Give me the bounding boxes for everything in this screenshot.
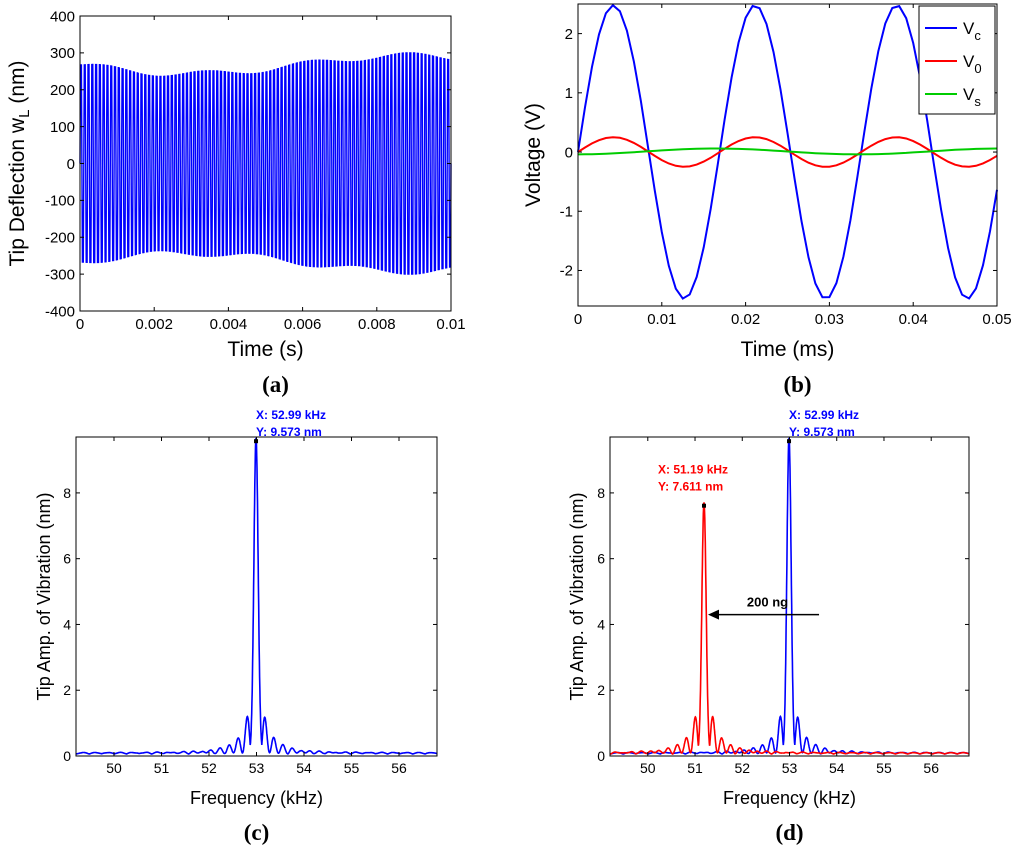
x-tick-label: 0.05 [982, 311, 1011, 328]
x-tick-label: 0 [574, 311, 582, 328]
x-tick-label: 56 [391, 760, 407, 776]
x-tick-label: 54 [296, 760, 312, 776]
y-axis-label: Tip Amp. of Vibration (nm) [34, 492, 54, 700]
legend-label-c: Vc [963, 19, 981, 43]
x-tick-label: 52 [201, 760, 217, 776]
datatip-marker [254, 439, 259, 444]
y-tick-label: 6 [63, 551, 71, 567]
series-line [79, 52, 452, 275]
y-tick-label: 8 [597, 485, 605, 501]
x-tick-label: 0 [76, 316, 84, 333]
y-tick-label: 0 [67, 156, 75, 173]
series-line-s [577, 147, 998, 156]
x-axis-label: Time (ms) [741, 338, 835, 361]
y-tick-label: 100 [50, 119, 75, 136]
shift-arrow-head [708, 609, 720, 620]
y-tick-label: 8 [63, 485, 71, 501]
plot-area [76, 437, 437, 756]
datatip-y: Y: 7.611 nm [658, 480, 723, 494]
series-line-spectrum [75, 437, 438, 755]
x-tick-label: 55 [344, 760, 360, 776]
datatip-marker [702, 503, 707, 508]
y-tick-label: -300 [45, 266, 75, 283]
y-tick-label: 1 [565, 85, 573, 102]
y-tick-label: 0 [597, 748, 605, 764]
y-tick-label: -2 [560, 263, 573, 280]
x-tick-label: 0.01 [647, 311, 676, 328]
panel-label: (c) [244, 820, 270, 845]
x-tick-label: 52 [734, 760, 750, 776]
datatip-x: X: 51.19 kHz [658, 463, 728, 477]
y-tick-label: 4 [597, 616, 605, 632]
y-tick-label: 2 [565, 26, 573, 43]
x-tick-label: 0.004 [210, 316, 248, 333]
y-axis-label: Tip Deflection wL (nm) [6, 60, 33, 266]
y-tick-label: 6 [597, 551, 605, 567]
panel-label: (b) [783, 372, 811, 397]
y-tick-label: 0 [63, 748, 71, 764]
y-axis-label: Tip Amp. of Vibration (nm) [567, 492, 587, 700]
legend-label-s: Vs [963, 85, 981, 109]
x-axis-label: Frequency (kHz) [723, 788, 856, 808]
series-line-c [577, 3, 998, 300]
x-tick-label: 50 [106, 760, 122, 776]
x-tick-label: 50 [640, 760, 656, 776]
x-tick-label: 53 [782, 760, 798, 776]
y-tick-label: -1 [560, 204, 573, 221]
x-axis-label: Frequency (kHz) [190, 788, 323, 808]
x-tick-label: 55 [876, 760, 892, 776]
x-tick-label: 51 [154, 760, 170, 776]
x-tick-label: 0.01 [436, 316, 465, 333]
panel-label: (a) [262, 372, 289, 397]
y-tick-label: 4 [63, 616, 71, 632]
panel-label: (d) [775, 820, 803, 845]
datatip-x: X: 52.99 kHz [789, 408, 859, 422]
y-tick-label: -200 [45, 230, 75, 247]
x-tick-label: 56 [923, 760, 939, 776]
x-tick-label: 0.008 [358, 316, 396, 333]
y-tick-label: 0 [565, 144, 573, 161]
plot-area [610, 437, 969, 756]
chart-b: 0 0.01 0.02 0.03 0.04 0.05 -2 -1 0 1 2 Time (ms) Vol… [522, 3, 1012, 397]
y-tick-label: -100 [45, 193, 75, 210]
x-tick-label: 0.02 [731, 311, 760, 328]
shift-arrow-label: 200 ng [747, 595, 788, 610]
x-tick-label: 0.04 [899, 311, 928, 328]
y-tick-label: -400 [45, 303, 75, 320]
datatip-x: X: 52.99 kHz [256, 408, 326, 422]
x-tick-label: 0.006 [284, 316, 322, 333]
x-tick-label: 51 [687, 760, 703, 776]
y-tick-label: 200 [50, 82, 75, 99]
chart-d: 50 51 52 53 54 55 56 0 2 4 6 8 Frequency (kHz) Tip Am… [567, 408, 970, 845]
x-tick-label: 54 [829, 760, 845, 776]
x-tick-label: 0.002 [135, 316, 173, 333]
chart-c: 50 51 52 53 54 55 56 0 2 4 6 8 Frequency (kHz) Tip Am… [34, 408, 438, 845]
axes-box [577, 3, 998, 307]
x-tick-label: 53 [249, 760, 265, 776]
y-tick-label: 2 [63, 682, 71, 698]
legend-label-0: V0 [963, 52, 982, 76]
datatip-marker [787, 439, 792, 444]
y-axis-label: Voltage (V) [522, 103, 545, 207]
datatip-y: Y: 9.573 nm [789, 425, 855, 439]
x-axis-label: Time (s) [227, 338, 303, 361]
chart-a: 0 0.002 0.004 0.006 0.008 0.01 -400 -300 -200 -10… [6, 8, 466, 397]
x-tick-label: 0.03 [815, 311, 844, 328]
y-tick-label: 300 [50, 45, 75, 62]
datatip-y: Y: 9.573 nm [256, 425, 322, 439]
y-tick-label: 2 [597, 682, 605, 698]
y-tick-label: 400 [50, 8, 75, 25]
